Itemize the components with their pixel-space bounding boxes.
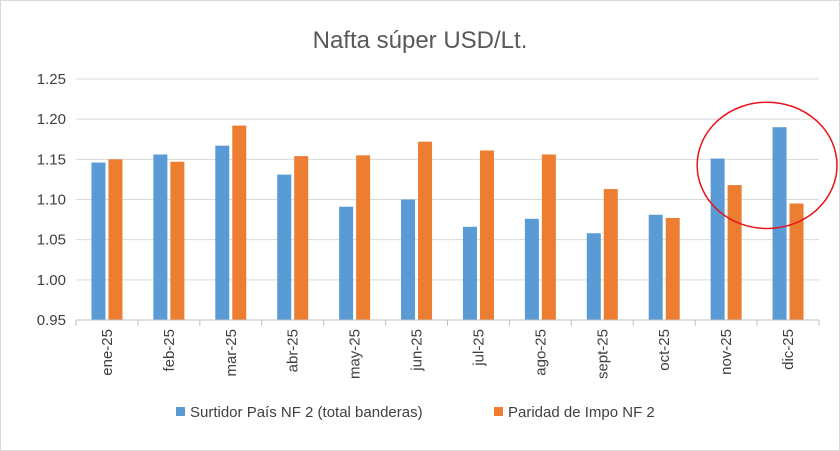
- bar-surtidor-feb-25: [153, 154, 168, 320]
- legend-label-surtidor: Surtidor País NF 2 (total banderas): [190, 404, 423, 421]
- x-tick-label: feb-25: [161, 329, 178, 372]
- x-tick-label: mar-25: [223, 329, 240, 377]
- x-tick-label: ago-25: [532, 329, 549, 376]
- bar-surtidor-ene-25: [91, 162, 106, 320]
- axes: [75, 319, 820, 326]
- x-tick-label: nov-25: [718, 329, 735, 375]
- bar-paridad-mar-25: [232, 125, 247, 321]
- bar-paridad-ene-25: [108, 159, 123, 320]
- bar-surtidor-ago-25: [524, 218, 539, 320]
- y-tick-label: 1.20: [37, 111, 66, 128]
- bar-surtidor-jul-25: [462, 226, 477, 320]
- x-tick-label: jun-25: [409, 329, 426, 372]
- bar-paridad-feb-25: [170, 161, 185, 320]
- x-tick-label: ene-25: [99, 329, 116, 376]
- annotation-ellipse: [696, 101, 838, 230]
- chart-title: Nafta súper USD/Lt.: [313, 27, 528, 54]
- x-tick-labels: ene-25 feb-25 mar-25 abr-25 may-25 jun-25 jul-…: [99, 329, 797, 379]
- bar-paridad-sept-25: [603, 189, 618, 320]
- legend-swatch-paridad: [494, 407, 503, 416]
- bar-paridad-dic-25: [789, 203, 804, 320]
- y-tick-label: 1.05: [37, 232, 66, 249]
- x-tick-label: sept-25: [594, 329, 611, 379]
- legend-swatch-surtidor: [176, 407, 185, 416]
- y-tick-label: 1.00: [37, 272, 66, 289]
- bar-paridad-ago-25: [541, 154, 556, 320]
- legend: Surtidor País NF 2 (total banderas) Parid…: [176, 404, 655, 421]
- y-tick-label: 1.10: [37, 192, 66, 209]
- x-tick-label: abr-25: [285, 329, 302, 372]
- bar-surtidor-mar-25: [215, 145, 230, 320]
- bar-surtidor-sept-25: [586, 233, 601, 320]
- y-tick-label: 0.95: [37, 312, 66, 329]
- bar-surtidor-dic-25: [772, 127, 787, 320]
- bar-surtidor-abr-25: [277, 174, 292, 320]
- y-tick-label: 1.15: [37, 151, 66, 168]
- bar-paridad-oct-25: [665, 217, 680, 320]
- x-tick-label: jul-25: [470, 329, 487, 367]
- bar-paridad-may-25: [356, 155, 371, 320]
- bar-paridad-jul-25: [479, 150, 494, 320]
- bar-surtidor-may-25: [339, 206, 354, 320]
- bar-surtidor-jun-25: [401, 199, 416, 320]
- bar-surtidor-nov-25: [710, 158, 725, 320]
- annotation: [696, 101, 838, 230]
- bar-paridad-abr-25: [294, 156, 309, 320]
- y-tick-label: 1.25: [37, 71, 66, 88]
- legend-label-paridad: Paridad de Impo NF 2: [508, 404, 655, 421]
- x-tick-label: may-25: [347, 329, 364, 379]
- x-tick-label: oct-25: [656, 329, 673, 371]
- bar-paridad-nov-25: [727, 185, 742, 320]
- gridlines: [76, 78, 819, 281]
- x-tick-label: dic-25: [780, 329, 797, 370]
- bar-surtidor-oct-25: [648, 214, 663, 320]
- bars: [91, 125, 804, 321]
- bar-paridad-jun-25: [418, 141, 433, 320]
- y-tick-labels: 0.95 1.00 1.05 1.10 1.15 1.20 1.25: [37, 71, 66, 329]
